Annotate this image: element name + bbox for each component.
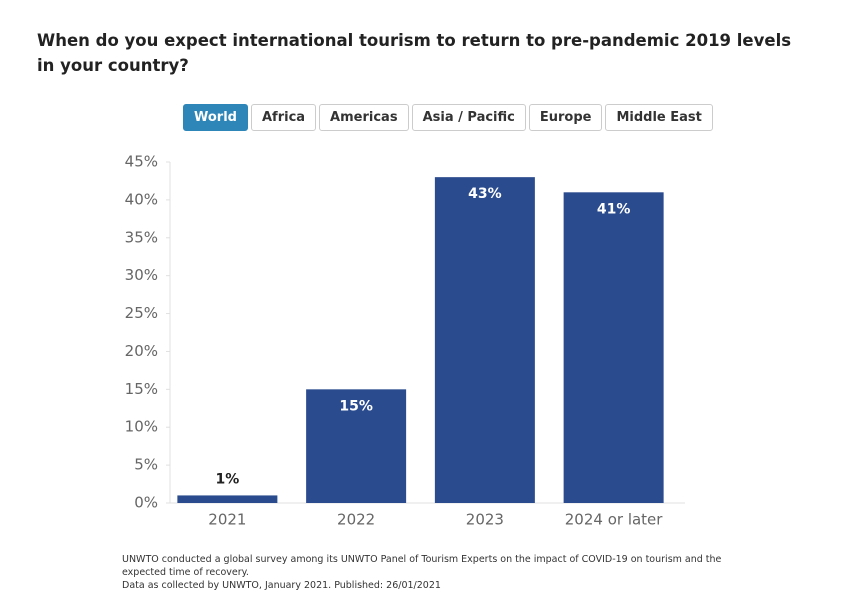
y-tick-label: 15% [125,380,158,398]
note: UNWTO conducted a global survey among it… [122,554,722,578]
x-tick-label: 2024 or later [565,511,664,529]
data-label: 41% [597,201,631,217]
tab[interactable]: Middle East [605,104,713,131]
y-tick-label: 30% [125,266,158,284]
tab[interactable]: Asia / Pacific [411,104,526,131]
y-tick-label: 35% [125,228,158,246]
x-tick-label: 2021 [208,511,246,529]
y-tick-label: 25% [125,304,158,322]
x-tick-label: 2023 [466,511,504,529]
data-label: 1% [215,471,239,487]
bar [563,192,664,504]
bar [177,495,278,503]
data-label: 15% [339,398,373,414]
chart: 0% 5% 10% 15% 20% 25% 30% 35% 40% 45% 2021 1% 2022 15… [125,153,685,529]
tab[interactable]: Europe [528,104,603,131]
tab[interactable]: Americas [319,104,409,131]
y-tick-label: 40% [125,190,158,208]
y-tick-label: 20% [125,342,158,360]
y-tick-label: 5% [134,456,158,474]
notes: UNWTO conducted a global survey among it… [122,553,742,592]
y-tick-label: 45% [125,153,158,171]
tab-bar: World Africa Americas Asia / Pacific Europe M… [183,104,713,131]
chart-title: When do you expect international tourism… [37,31,792,75]
x-tick-label: 2022 [337,511,375,529]
tab[interactable]: Africa [250,104,317,131]
y-tick-label: 10% [125,418,158,436]
note: Data as collected by UNWTO, January 2021… [122,580,441,591]
bar [306,389,407,503]
y-tick-label: 0% [134,494,158,512]
bar [434,177,535,503]
data-label: 43% [468,186,502,202]
tab[interactable]: World [183,104,248,131]
